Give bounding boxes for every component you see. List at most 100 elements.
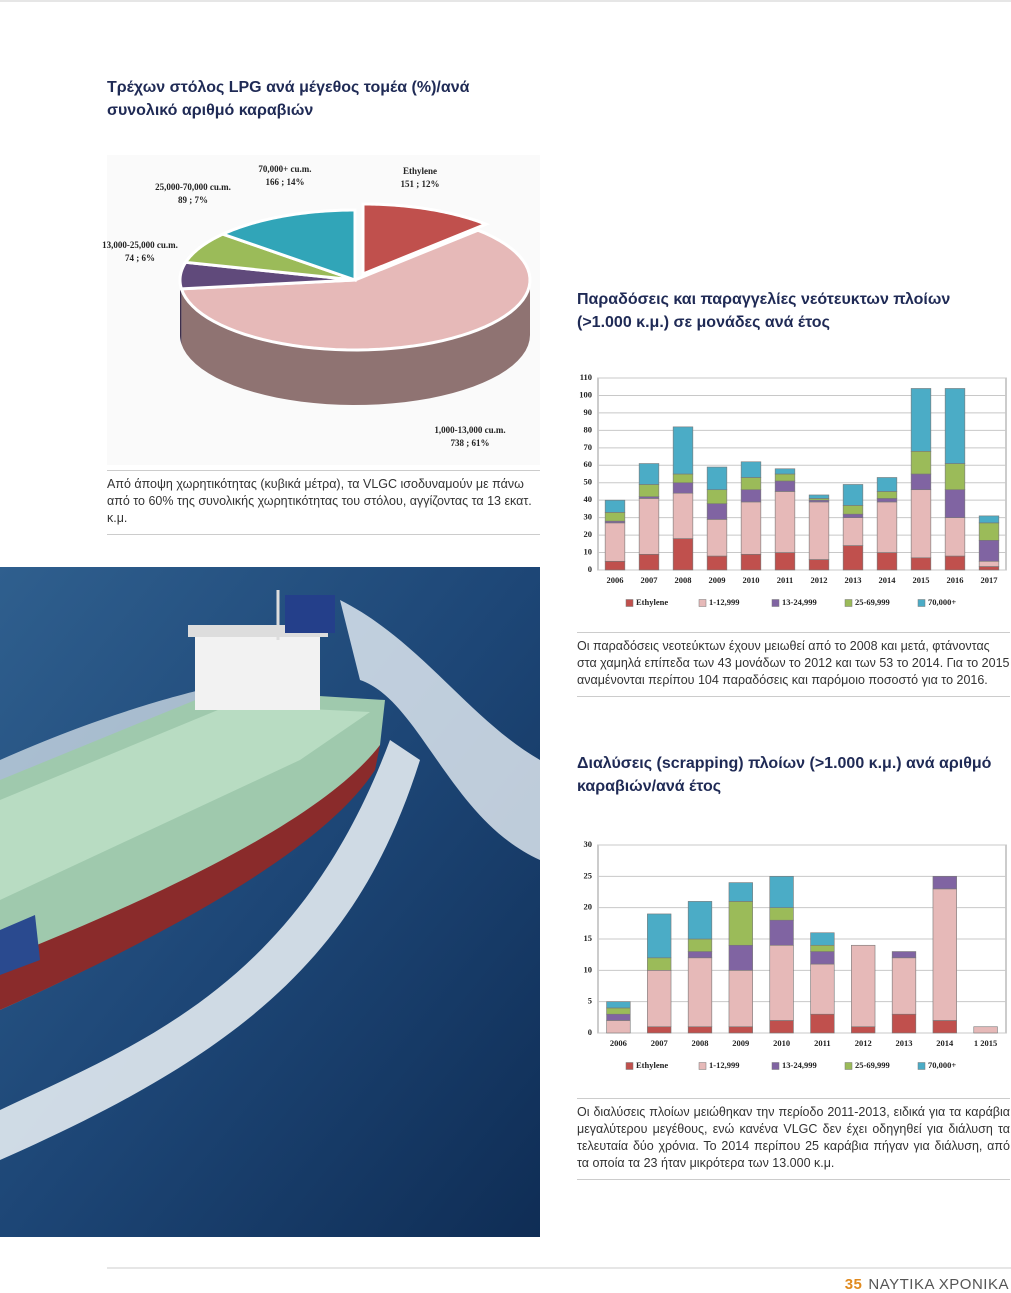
- bar-segment: [842, 513, 864, 518]
- bar-segment: [876, 491, 898, 499]
- pie-label: 13,000-25,000 cu.m.: [102, 240, 178, 250]
- bar-segment: [932, 876, 957, 890]
- bar-segment: [932, 1020, 957, 1034]
- chart-title: Παραδόσεις και παραγγελίες νεότευκτων πλ…: [577, 291, 951, 331]
- x-tick-label: 2007: [641, 575, 659, 585]
- magazine-name: ΝΑΥΤΙΚΑ ΧΡΟΝΙΚΑ: [868, 1276, 1009, 1293]
- bar-segment: [687, 951, 713, 959]
- footer: 35 ΝΑΥΤΙΚΑ ΧΡΟΝΙΚΑ: [845, 1276, 1009, 1293]
- pie-value-label: 166 ; 14%: [266, 177, 305, 187]
- bar-segment: [944, 463, 966, 491]
- legend-label: 1-12,999: [709, 597, 739, 607]
- bar-segment: [810, 944, 835, 952]
- bar-segment: [638, 463, 660, 485]
- bar-segment: [728, 944, 753, 971]
- bar-segment: [810, 963, 835, 1015]
- y-tick-label: 50: [584, 477, 593, 487]
- bar-segment: [973, 1026, 998, 1034]
- bar-segment: [769, 1020, 794, 1034]
- pie-value-label: 738 ; 61%: [451, 438, 490, 448]
- legend-swatch: [625, 1062, 634, 1070]
- bar-segment: [978, 522, 1000, 541]
- legend-swatch: [771, 599, 780, 607]
- bar-segment: [842, 545, 864, 571]
- y-tick-label: 100: [579, 389, 592, 399]
- bar-segment: [876, 477, 898, 492]
- bar-segment: [774, 491, 796, 553]
- bar-segment: [851, 944, 876, 1028]
- x-tick-label: 2011: [777, 575, 794, 585]
- x-tick-label: 2006: [610, 1038, 627, 1048]
- bar-segment: [944, 489, 966, 518]
- bar-segment: [706, 489, 728, 504]
- bar-segment: [891, 951, 917, 959]
- legend-label: 13-24,999: [782, 1060, 817, 1070]
- legend-swatch: [771, 1062, 780, 1070]
- pie-label: Ethylene: [403, 166, 437, 176]
- bar-segment: [606, 1007, 631, 1015]
- bar-segment: [740, 553, 762, 571]
- x-tick-label: 2014: [879, 575, 897, 585]
- x-tick-label: 2014: [936, 1038, 954, 1048]
- legend-label: 25-69,999: [855, 597, 890, 607]
- bar-segment: [769, 944, 794, 1021]
- legend-label: Ethylene: [636, 597, 668, 607]
- bar-segment: [944, 517, 966, 557]
- bar-segment: [910, 489, 932, 559]
- bar-segment: [808, 494, 830, 499]
- x-tick-label: 2009: [732, 1038, 749, 1048]
- bar-segment: [810, 932, 835, 946]
- bar-segment: [604, 499, 626, 513]
- bar-segment: [672, 482, 694, 494]
- x-tick-label: 1 2015: [974, 1038, 997, 1048]
- bar-segment: [978, 540, 1000, 562]
- bar-segment: [891, 957, 917, 1015]
- x-tick-label: 2008: [692, 1038, 709, 1048]
- bar-segment: [740, 477, 762, 491]
- bar-segment: [842, 505, 864, 515]
- bar-segment: [604, 560, 626, 571]
- bar-segment: [638, 498, 660, 555]
- bar-segment: [604, 522, 626, 562]
- pie-label: 1,000-13,000 cu.m.: [434, 425, 505, 435]
- ship-photo: [0, 567, 540, 1237]
- bar-segment: [910, 473, 932, 491]
- y-tick-label: 5: [588, 996, 592, 1006]
- pie-slice-side: [181, 280, 530, 405]
- y-tick-label: 0: [588, 564, 592, 574]
- legend-swatch: [698, 599, 707, 607]
- y-tick-label: 40: [584, 494, 593, 504]
- legend-swatch: [844, 1062, 853, 1070]
- caption: Οι παραδόσεις νεοτεύκτων έχουν μειωθεί α…: [577, 632, 1010, 697]
- bar-segment: [638, 484, 660, 497]
- bar-segment: [687, 957, 713, 1028]
- y-tick-label: 20: [584, 529, 593, 539]
- legend-label: 1-12,999: [709, 1060, 739, 1070]
- bar-segment: [769, 919, 794, 946]
- legend-swatch: [698, 1062, 707, 1070]
- bar-segment: [808, 501, 830, 560]
- y-tick-label: 10: [584, 964, 593, 974]
- pie-slice: [218, 208, 357, 283]
- bar-segment: [810, 1013, 835, 1034]
- x-tick-label: 2010: [743, 575, 760, 585]
- bar-segment: [687, 938, 713, 952]
- y-tick-label: 70: [584, 442, 593, 452]
- bar-segment: [638, 553, 660, 571]
- bar-segment: [769, 876, 794, 908]
- bar-segment: [978, 566, 1000, 571]
- x-tick-label: 2015: [913, 575, 930, 585]
- legend-swatch: [625, 599, 634, 607]
- pie-label: 25,000-70,000 cu.m.: [155, 182, 231, 192]
- bar-segment: [687, 1026, 713, 1034]
- y-tick-label: 30: [584, 512, 593, 522]
- y-tick-label: 80: [584, 424, 593, 434]
- y-tick-label: 90: [584, 407, 593, 417]
- y-tick-label: 60: [584, 459, 593, 469]
- bar-segment: [891, 1013, 917, 1034]
- bar-segment: [647, 1026, 672, 1034]
- bar-segment: [876, 552, 898, 571]
- bar-segment: [944, 555, 966, 571]
- legend-label: Ethylene: [636, 1060, 668, 1070]
